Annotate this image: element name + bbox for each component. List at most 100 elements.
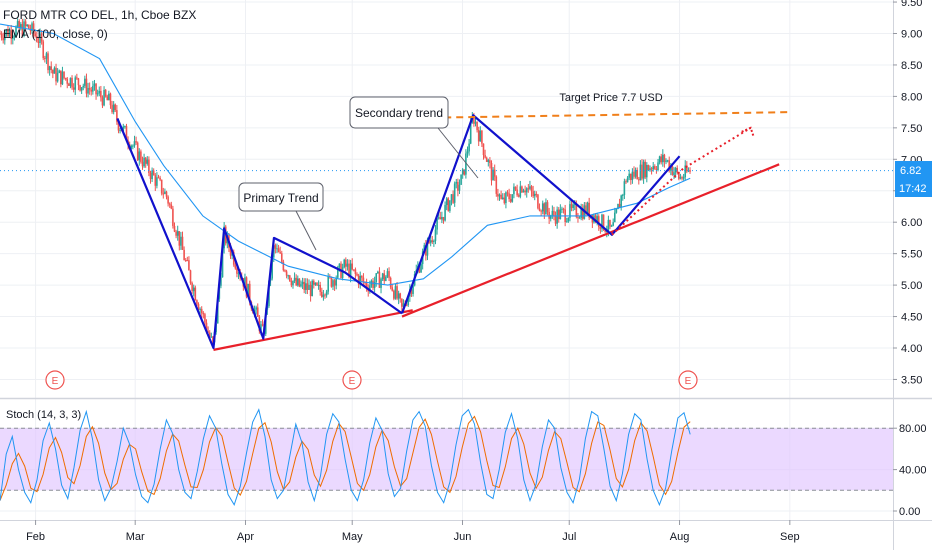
candle-body <box>601 214 603 229</box>
candle-body <box>482 143 485 156</box>
candle-body <box>620 195 622 208</box>
candle-body <box>578 217 581 219</box>
candle-body <box>31 23 33 32</box>
candle-body <box>532 191 534 197</box>
candle-body <box>90 89 93 92</box>
candle-body <box>282 261 285 271</box>
candle-body <box>674 167 677 173</box>
candle-body <box>325 291 328 296</box>
candle-body <box>505 192 507 204</box>
support-trendline-1[interactable] <box>213 309 413 351</box>
candle-body <box>465 153 467 175</box>
ema-indicator-label[interactable]: EMA (100, close, 0) <box>3 27 108 41</box>
candle-body <box>613 212 616 223</box>
candle-body <box>535 193 538 195</box>
candle-body <box>2 37 5 41</box>
candle-body <box>149 172 152 180</box>
candle-body <box>569 204 571 218</box>
candle-body <box>181 236 184 250</box>
candle-body <box>34 33 37 37</box>
secondary-trend-callout[interactable]: Secondary trend <box>349 96 479 179</box>
symbol-title[interactable]: FORD MTR CO DEL, 1h, Cboe BZX <box>3 8 196 22</box>
earnings-marker-1[interactable]: E <box>45 370 65 390</box>
candle-body <box>210 336 213 338</box>
candle-body <box>338 263 341 268</box>
time-tick-label: Apr <box>237 531 254 543</box>
drawings[interactable] <box>116 111 790 351</box>
candle-body <box>106 96 109 101</box>
candle-body <box>178 231 181 246</box>
time-tick-label: Sep <box>780 531 800 543</box>
candle-body <box>633 171 635 177</box>
candle-body <box>665 160 667 163</box>
candle-body <box>453 183 456 203</box>
last-price-tag: 6.82 <box>895 161 932 179</box>
candle-body <box>433 240 435 243</box>
candle-body <box>647 164 650 171</box>
price-tick-label: 4.50 <box>901 312 922 324</box>
primary-trend-callout[interactable]: Primary Trend <box>238 182 324 251</box>
candle-body <box>8 30 11 37</box>
candle-body <box>319 284 321 292</box>
candle-body <box>234 264 237 269</box>
candle-body <box>522 190 525 193</box>
candle-body <box>279 252 281 254</box>
candle-body <box>484 155 486 158</box>
target-price-line[interactable] <box>384 111 790 120</box>
earnings-marker-3[interactable]: E <box>678 370 698 390</box>
candle-body <box>681 177 683 179</box>
candle-body <box>144 157 147 164</box>
candle-body <box>580 208 582 218</box>
stoch-indicator-label[interactable]: Stoch (14, 3, 3) <box>6 409 81 421</box>
candle-body <box>92 86 94 92</box>
primary-trend-wave[interactable] <box>116 117 403 350</box>
candle-body <box>349 263 352 277</box>
candle-body <box>56 72 59 82</box>
price-tick-label: 3.50 <box>901 374 922 386</box>
earnings-marker-2[interactable]: E <box>342 370 362 390</box>
candle-body <box>157 177 160 179</box>
candle-body <box>135 141 137 143</box>
candle-body <box>133 141 136 146</box>
stoch-k-line <box>0 408 691 507</box>
candle-body <box>173 225 176 232</box>
candle-body <box>389 277 392 288</box>
candle-body <box>447 198 450 211</box>
candle-body <box>186 260 189 262</box>
candle-body <box>546 202 549 212</box>
candle-body <box>385 276 387 281</box>
candle-body <box>167 196 169 204</box>
secondary-trend-wave[interactable] <box>400 114 681 314</box>
candle-body <box>168 203 171 205</box>
candle-body <box>298 278 301 287</box>
secondary-trend-label: Secondary trend <box>355 106 443 120</box>
candle-body <box>676 167 679 173</box>
support-trendline-2[interactable] <box>401 163 780 318</box>
candle-body <box>285 271 288 276</box>
candle-body <box>492 169 494 181</box>
candle-body <box>64 78 67 80</box>
candle-body <box>543 203 546 215</box>
candle-body <box>557 209 560 220</box>
candle-body <box>393 290 395 299</box>
candle-body <box>55 67 57 82</box>
candle-body <box>88 87 91 90</box>
candle-body <box>304 283 307 290</box>
candle-body <box>180 236 182 246</box>
candle-body <box>439 217 442 220</box>
candle-body <box>572 204 574 208</box>
candle-body <box>545 202 547 215</box>
candle-body <box>514 186 517 190</box>
candle-body <box>80 87 83 91</box>
candle-body <box>621 194 624 196</box>
target-price-label[interactable]: Target Price 7.7 USD <box>559 92 662 104</box>
candle-body <box>530 186 533 192</box>
candle-body <box>372 280 374 288</box>
candle-body <box>93 83 96 87</box>
candle-body <box>508 193 510 200</box>
candle-body <box>85 78 88 94</box>
candle-body <box>644 161 647 178</box>
candle-body <box>485 157 488 162</box>
